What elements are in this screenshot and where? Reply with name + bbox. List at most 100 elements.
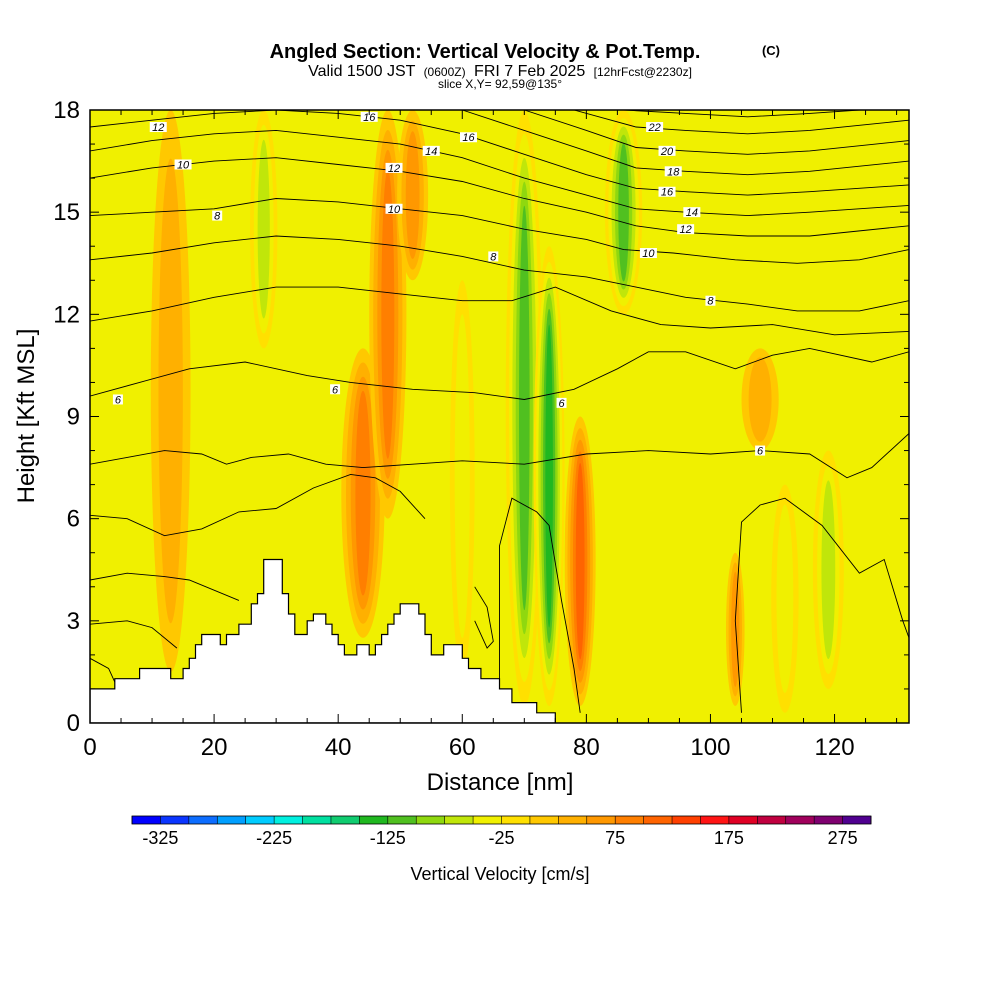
- velocity-cell-11-1: [748, 357, 772, 442]
- colorbar-swatch-25: [842, 816, 872, 824]
- colorbar-swatch-6: [302, 816, 332, 824]
- theta-label-bg-14: [683, 207, 701, 218]
- theta-contour-line-15: [90, 657, 116, 683]
- colorbar-swatch-5: [274, 816, 303, 824]
- theta-label-bg-5: [488, 251, 499, 262]
- theta-contour-line-2: [90, 235, 909, 312]
- velocity-cell-1-2: [257, 139, 270, 319]
- theta-label-bg-9: [639, 248, 657, 259]
- colorbar-swatch-23: [785, 816, 815, 824]
- colorbar-tick-label-275: 275: [828, 828, 858, 848]
- x-tick-label-100: 100: [690, 734, 730, 761]
- colorbar-tick-label-175: 175: [714, 828, 744, 848]
- valid-utc: (0600Z): [424, 65, 466, 79]
- colorbar-swatch-22: [757, 816, 787, 824]
- colorbar-tick-label-75: 75: [605, 828, 625, 848]
- terrain-layer: [90, 558, 556, 723]
- theta-contour-line-9: [573, 110, 909, 135]
- theta-contour-line-0: [90, 347, 909, 400]
- theta-label-bg-1: [330, 384, 341, 395]
- colorbar-swatch-9: [387, 816, 417, 824]
- theta-label-16: 16: [462, 132, 475, 144]
- theta-contour-line-13: [90, 572, 240, 601]
- theta-contour-line-1: [90, 286, 909, 336]
- x-tick-label-40: 40: [325, 734, 352, 761]
- colorbar-swatch-2: [188, 816, 218, 824]
- velocity-cell-2-3: [355, 390, 371, 596]
- colorbar-swatch-4: [245, 816, 275, 824]
- theta-label-0: 6: [115, 394, 122, 406]
- colorbar-swatch-13: [501, 816, 531, 824]
- theta-label-14: 14: [686, 207, 698, 219]
- slice-label: slice X,Y= 92,59@135°: [438, 77, 562, 91]
- colorbar-tick-label--325: -325: [142, 828, 178, 848]
- theta-label-bg-13: [422, 145, 440, 156]
- theta-label-bg-11: [385, 162, 403, 173]
- velocity-cell-13-2: [821, 480, 836, 660]
- theta-label-5: 8: [490, 251, 497, 263]
- theta-label-2: 6: [558, 398, 565, 410]
- valid-line: Valid 1500 JST (0600Z) FRI 7 Feb 2025 [1…: [308, 63, 692, 80]
- theta-label-bg-18: [664, 166, 682, 177]
- x-axis-label: Distance [nm]: [427, 769, 574, 796]
- theta-contour-line-14: [90, 620, 178, 649]
- theta-label-bg-2: [556, 397, 567, 408]
- theta-label-bg-10: [149, 122, 167, 133]
- theta-contour-line-7: [462, 110, 909, 176]
- theta-label-13: 14: [425, 146, 437, 158]
- colorbar-swatch-20: [700, 816, 730, 824]
- colorbar-swatch-12: [473, 816, 502, 824]
- velocity-cell-7-5: [545, 324, 553, 628]
- x-tick-label-60: 60: [449, 734, 476, 761]
- colorbar-tick-label--225: -225: [256, 828, 292, 848]
- velocity-cell-12-1: [776, 504, 794, 693]
- chart-title-unit: (C): [762, 43, 780, 58]
- theta-label-bg-7: [174, 159, 192, 170]
- colorbar-swatch-0: [132, 816, 161, 824]
- colorbar-swatch-19: [672, 816, 701, 824]
- velocity-cell-0-1: [158, 158, 183, 624]
- theta-contour-line-5: [90, 129, 909, 217]
- theta-contour-line-6: [90, 110, 909, 196]
- theta-label-bg-6: [705, 295, 716, 306]
- colorbar-tick-label--125: -125: [370, 828, 406, 848]
- theta-label-bg-20: [646, 122, 664, 133]
- colorbar-swatch-21: [728, 816, 758, 824]
- y-tick-label-18: 18: [53, 97, 80, 124]
- theta-label-bg-16: [459, 132, 477, 143]
- valid-date: FRI 7 Feb 2025: [474, 63, 585, 80]
- theta-label-4: 8: [214, 211, 221, 223]
- velocity-field: [150, 110, 844, 713]
- chart-title: Angled Section: Vertical Velocity & Pot.…: [270, 41, 701, 63]
- colorbar: -325 -225 -125 -25 75 175 275: [131, 815, 872, 848]
- theta-contour-line-8: [524, 110, 909, 155]
- theta-label-1: 6: [332, 384, 339, 396]
- colorbar-swatch-3: [217, 816, 246, 824]
- colorbar-swatch-18: [643, 816, 673, 824]
- y-tick-label-12: 12: [53, 301, 80, 328]
- theta-contour-line-11: [90, 433, 909, 479]
- theta-contours: [90, 110, 909, 713]
- theta-label-12: 12: [680, 224, 692, 236]
- theta-label-bg-0: [112, 394, 123, 405]
- x-tick-label-120: 120: [815, 734, 855, 761]
- y-tick-label-9: 9: [67, 404, 80, 431]
- velocity-cell-10-2: [731, 571, 740, 687]
- valid-prefix: Valid 1500 JST: [308, 63, 416, 80]
- theta-contour-line-10: [623, 110, 860, 118]
- colorbar-swatch-11: [444, 816, 474, 824]
- theta-label-6: 8: [707, 296, 714, 308]
- colorbar-swatch-24: [814, 816, 843, 824]
- colorbar-swatch-10: [416, 816, 445, 824]
- theta-label-9: 10: [642, 248, 655, 260]
- theta-contour-line-17: [734, 497, 909, 713]
- y-axis-label: Height [Kft MSL]: [13, 329, 40, 504]
- x-tick-label-20: 20: [201, 734, 228, 761]
- velocity-cell-4-2: [405, 131, 420, 260]
- colorbar-tick-label--25: -25: [488, 828, 514, 848]
- theta-contour-line-16: [499, 497, 581, 713]
- x-tick-label-80: 80: [573, 734, 600, 761]
- y-tick-label-15: 15: [53, 199, 80, 226]
